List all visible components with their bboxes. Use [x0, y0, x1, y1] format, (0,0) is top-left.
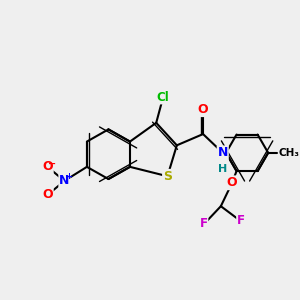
Text: N: N [59, 174, 70, 188]
Text: O: O [42, 188, 53, 202]
Text: Cl: Cl [156, 91, 169, 103]
Text: N: N [218, 146, 228, 159]
Text: O: O [198, 103, 208, 116]
Text: +: + [65, 172, 72, 181]
Text: O: O [42, 160, 53, 173]
Text: CH₃: CH₃ [278, 148, 299, 158]
Text: H: H [218, 164, 227, 174]
Text: O: O [227, 176, 237, 189]
Text: F: F [237, 214, 245, 227]
Text: −: − [48, 158, 56, 169]
Text: S: S [163, 170, 172, 183]
Text: F: F [200, 217, 208, 230]
